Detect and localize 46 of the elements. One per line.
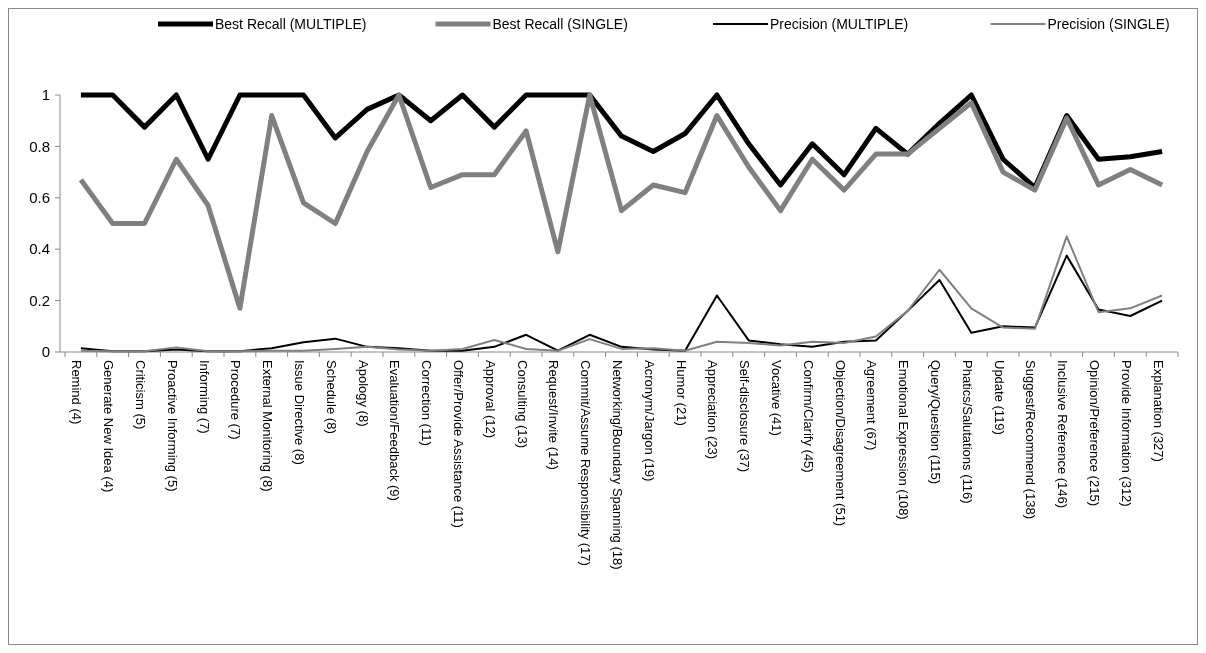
x-tick-label: Emotional Expression (108) [896, 360, 912, 520]
x-tick-label: Procedure (7) [228, 360, 244, 440]
legend-label: Best Recall (SINGLE) [492, 15, 628, 32]
x-tick-label: Informing (7) [196, 360, 212, 434]
y-tick-label: 0.2 [29, 291, 50, 309]
x-tick-label: Consulting (13) [514, 360, 530, 449]
y-tick-label: 0.6 [29, 189, 50, 207]
x-tick-label: Self-disclosure (37) [737, 360, 753, 472]
x-tick-label: Provide Information (312) [1118, 360, 1134, 507]
x-tick-label: Approval (12) [482, 360, 498, 439]
legend-label: Best Recall (MULTIPLE) [215, 15, 367, 32]
x-tick-label: Explanation (327) [1150, 360, 1166, 462]
x-tick-label: Vocative (41) [769, 360, 785, 436]
x-tick-label: Acronym/Jargon (19) [641, 360, 657, 482]
x-tick-label: External Monitoring (8) [260, 360, 276, 492]
x-tick-label: Offer/Provide Assistance (11) [451, 360, 467, 528]
y-tick-label: 1 [41, 86, 50, 104]
legend-label: Precision (SINGLE) [1047, 15, 1170, 32]
x-tick-label: Query/Question (115) [928, 360, 944, 485]
y-tick-label: 0 [41, 343, 50, 361]
x-tick-label: Suggest/Recommend (138) [1023, 360, 1039, 519]
x-tick-label: Objection/Disagreement (51) [832, 360, 848, 527]
x-tick-label: Phatics/Salutations (116) [959, 360, 975, 504]
x-tick-label: Appreciation (23) [705, 360, 721, 459]
x-tick-label: Correction (11) [419, 360, 435, 446]
x-tick-label: Commit/Assume Responsibility (17) [578, 360, 594, 566]
x-tick-label: Update (119) [991, 360, 1007, 435]
x-tick-label: Criticism (5) [133, 360, 149, 430]
line-series [79, 254, 1164, 353]
x-tick-label: Agreement (67) [864, 360, 880, 451]
x-tick-label: Networking/Boundary Spanning (18) [610, 360, 626, 570]
x-tick-label: Humor (21) [673, 360, 689, 426]
x-tick-label: Schedule (8) [323, 360, 339, 434]
x-tick-label: Confirm/Clarify (45) [800, 360, 816, 473]
x-tick-label: Generate New Idea (4) [101, 360, 117, 493]
x-tick-label: Evaluation/Feedback (9) [387, 360, 403, 501]
y-tick-label: 0.8 [29, 137, 50, 155]
y-tick-label: 0.4 [29, 240, 50, 258]
legend-label: Precision (MULTIPLE) [770, 15, 909, 32]
x-tick-label: Issue Directive (8) [292, 360, 308, 465]
x-tick-label: Apology (8) [355, 360, 371, 427]
x-tick-label: Proactive Informing (5) [164, 360, 180, 492]
x-tick-label: Remind (4) [69, 360, 85, 425]
x-tick-label: Request/Invite (14) [546, 360, 562, 470]
x-tick-label: Opinion/Preference (215) [1087, 360, 1103, 506]
x-tick-label: Inclusive Reference (146) [1055, 360, 1071, 509]
